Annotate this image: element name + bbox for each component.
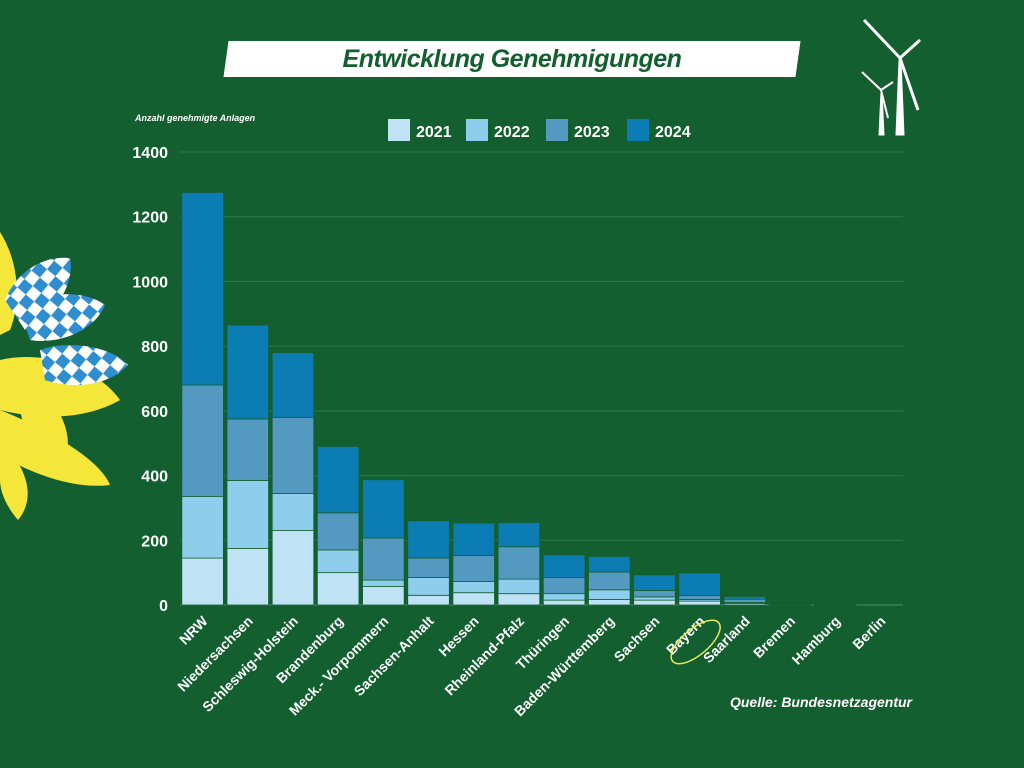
x-tick-label: Hamburg: [789, 613, 844, 668]
bar-segment: [226, 418, 269, 481]
bar-segment: [452, 555, 495, 582]
bar-segment: [588, 556, 631, 573]
bar-segment: [497, 578, 541, 595]
bar-segment: [768, 603, 812, 606]
bar-segment: [316, 549, 360, 574]
x-tick-label: Sachsen: [611, 613, 663, 665]
bar-segment: [271, 352, 315, 418]
bar-segment: [271, 416, 315, 494]
bar-segment: [678, 595, 721, 600]
source-note: Quelle: Bundesnetzagentur: [730, 694, 914, 710]
bar-segment: [181, 384, 224, 498]
y-tick-label: 1200: [132, 210, 168, 227]
bar-segment: [542, 593, 586, 601]
bar-segment: [542, 599, 586, 606]
bar-segment: [226, 547, 269, 606]
legend-swatch: [627, 119, 649, 141]
bar-segment: [181, 496, 224, 559]
bar-segment: [407, 520, 450, 559]
legend-label: 2022: [494, 124, 530, 141]
bar-segment: [181, 557, 224, 606]
x-tick-label: Sachsen-Anhalt: [351, 613, 437, 699]
bar-segment: [407, 594, 450, 606]
bar-segment: [678, 600, 721, 606]
y-tick-label: 400: [141, 469, 168, 486]
bar-segment: [497, 522, 541, 548]
bar-segment: [497, 546, 541, 580]
bar-segment: [271, 492, 315, 531]
bar-segment: [452, 580, 495, 594]
bar-segment: [316, 512, 360, 551]
y-axis-label: Anzahl genehmigte Anlagen: [134, 113, 256, 123]
bar-segment: [226, 480, 269, 549]
legend-label: 2021: [416, 124, 452, 141]
x-tick-label: Rheinland-Pfalz: [441, 613, 527, 699]
bar-segment: [226, 324, 269, 420]
bar-segment: [407, 577, 450, 596]
legend-swatch: [388, 119, 410, 141]
bar-segment: [633, 599, 676, 606]
bar-segment: [407, 557, 450, 578]
bar-segment: [588, 571, 631, 591]
bar-segment: [362, 537, 405, 581]
y-tick-label: 1000: [132, 274, 168, 291]
bar-segment: [181, 192, 224, 386]
x-tick-label: NRW: [176, 612, 211, 647]
bar-segment: [633, 596, 676, 601]
bar-segment: [542, 577, 586, 595]
bar-segment: [633, 574, 676, 591]
bar-segment: [452, 522, 495, 556]
bar-segment: [271, 530, 315, 606]
bar-segment: [723, 596, 767, 600]
y-tick-label: 200: [141, 533, 168, 550]
y-tick-label: 1400: [132, 145, 168, 162]
bar-segment: [362, 579, 405, 587]
y-tick-label: 800: [141, 339, 168, 356]
highlight-circle: [670, 619, 721, 665]
y-tick-label: 600: [141, 404, 168, 421]
bar-segment: [588, 599, 631, 606]
legend-label: 2023: [574, 124, 610, 141]
chart-title: Entwicklung Genehmigungen Windenergieanl…: [342, 45, 682, 109]
bar-segment: [633, 590, 676, 598]
wind-turbine-icon: [861, 18, 922, 136]
bar-segment: [678, 572, 721, 597]
x-tick-label: Bayern: [663, 613, 708, 658]
legend-swatch: [546, 119, 568, 141]
sunflower-logo: [0, 232, 128, 520]
bar-segment: [452, 592, 495, 606]
legend-label: 2024: [655, 124, 691, 141]
bar-segment: [316, 572, 360, 606]
bar-segment: [542, 554, 586, 578]
bar-segment: [723, 598, 767, 603]
y-tick-label: 0: [159, 598, 168, 615]
bar-segment: [497, 593, 541, 606]
bar-segment: [316, 446, 360, 514]
x-tick-label: Berlin: [849, 613, 888, 652]
bar-segment: [362, 586, 405, 606]
bar-segment: [588, 589, 631, 600]
bar-segment: [362, 479, 405, 539]
legend-swatch: [466, 119, 488, 141]
